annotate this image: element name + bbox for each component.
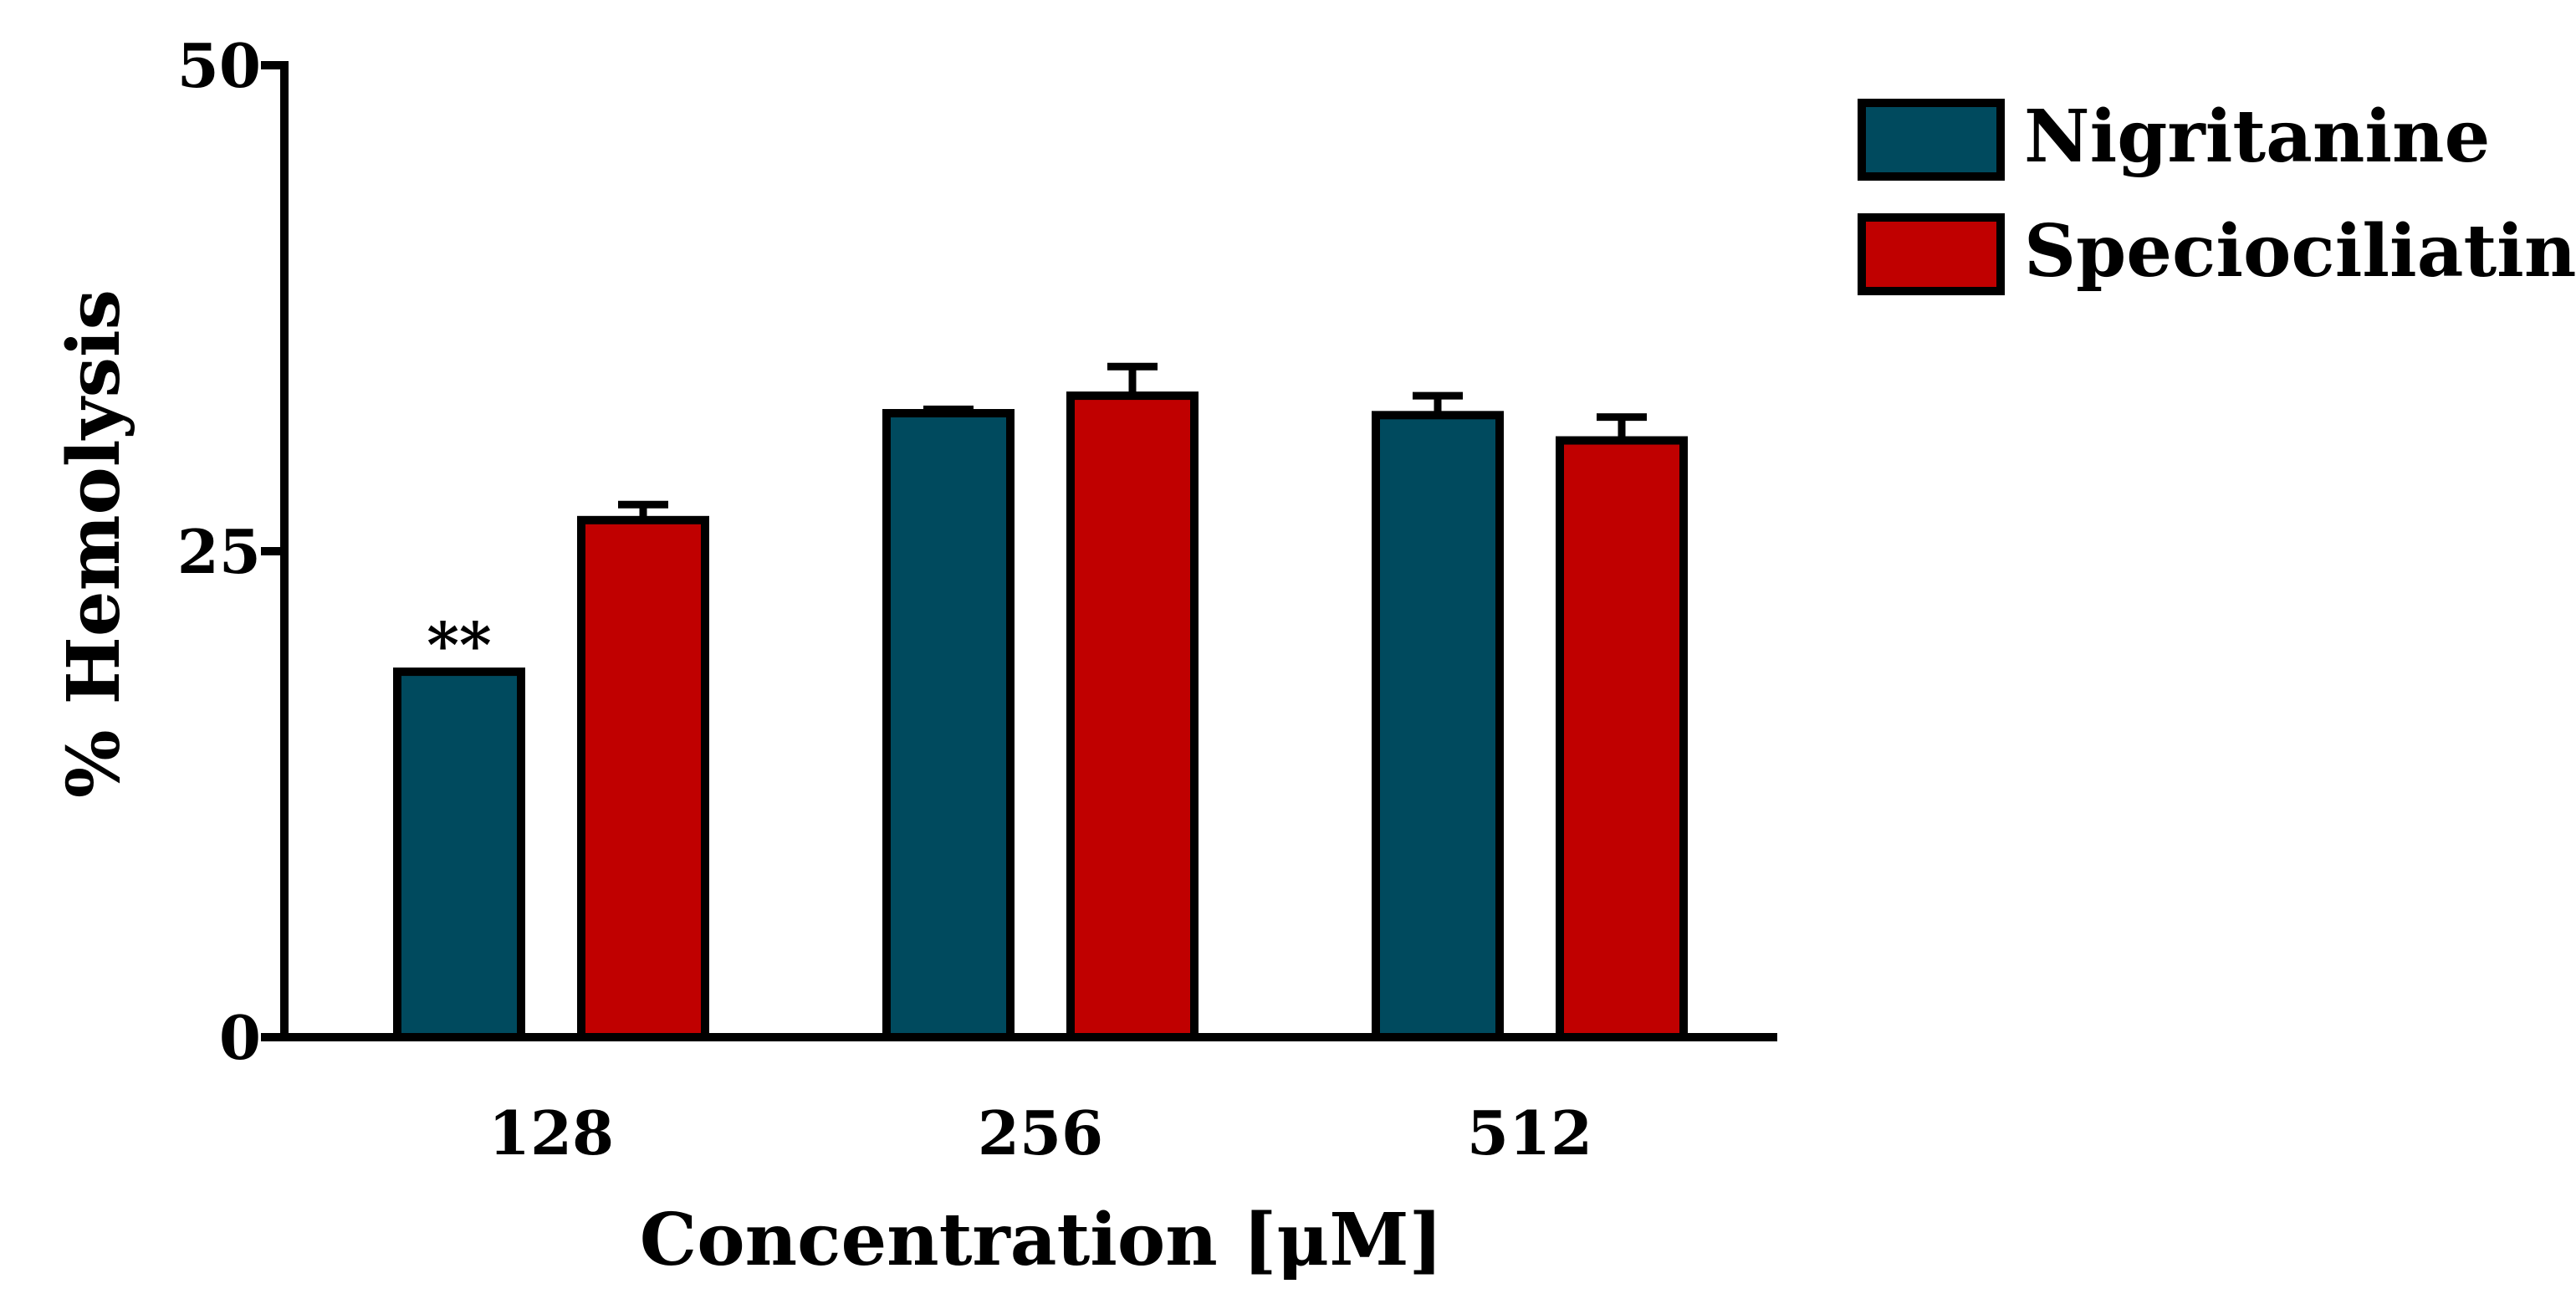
bar-speciociliatine-512 — [1556, 436, 1688, 1041]
bar-nigritanine-128 — [393, 667, 525, 1041]
annotations-layer: ** — [427, 610, 491, 682]
labels-layer: Concentration [μM] % Hemolysis — [52, 289, 1443, 1282]
bar-speciociliatine-128 — [577, 515, 709, 1041]
error-bar-nigritanine-512 — [1413, 391, 1463, 416]
x-tick-label-128: 128 — [488, 1097, 614, 1169]
legend-label-nigritanine: Nigritanine — [2024, 95, 2490, 179]
error-bar-speciociliatine-128 — [618, 500, 668, 520]
legend-item-speciociliatine: Speciociliatine — [1858, 209, 2576, 295]
error-bar-nigritanine-256 — [923, 405, 974, 413]
y-tick-label-0: 0 — [219, 1002, 261, 1073]
x-tick-label-512: 512 — [1467, 1097, 1592, 1169]
y-tick-label-50: 50 — [177, 30, 261, 101]
error-bars-layer — [618, 362, 1647, 520]
bar-speciociliatine-256 — [1066, 391, 1199, 1041]
x-axis-title: Concentration [μM] — [640, 1198, 1443, 1282]
bar-nigritanine-256 — [882, 408, 1015, 1042]
error-bar-speciociliatine-256 — [1107, 362, 1158, 396]
x-tick-label-256: 256 — [978, 1097, 1103, 1169]
ticks-layer: 0 25 50 128 256 512 — [177, 30, 1592, 1169]
legend-swatch-speciociliatine — [1858, 213, 2005, 295]
bars-layer — [393, 391, 1688, 1042]
bar-nigritanine-512 — [1372, 411, 1504, 1041]
y-tick-label-25: 25 — [177, 516, 261, 587]
legend-label-speciociliatine: Speciociliatine — [2024, 209, 2576, 294]
legend-swatch-nigritanine — [1858, 99, 2005, 181]
legend: Nigritanine Speciociliatine — [1858, 95, 2576, 295]
y-axis-title: % Hemolysis — [52, 289, 136, 798]
error-bar-speciociliatine-512 — [1597, 413, 1647, 441]
significance-marker: ** — [427, 610, 491, 682]
legend-item-nigritanine: Nigritanine — [1858, 95, 2490, 181]
